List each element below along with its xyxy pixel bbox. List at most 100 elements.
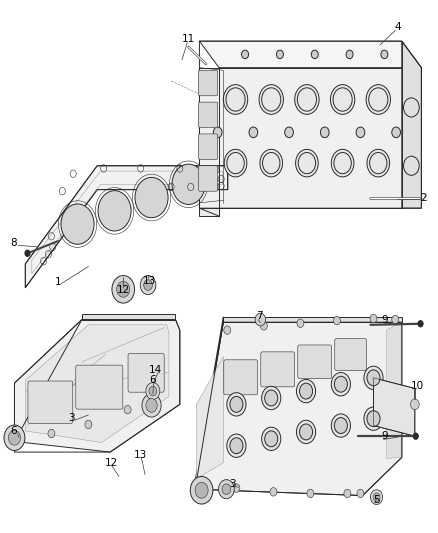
Circle shape (392, 316, 399, 324)
FancyBboxPatch shape (298, 345, 332, 378)
Circle shape (410, 399, 419, 410)
Circle shape (370, 314, 377, 322)
Circle shape (85, 420, 92, 429)
Circle shape (346, 50, 353, 59)
Polygon shape (374, 378, 415, 436)
Circle shape (330, 85, 355, 114)
Circle shape (25, 250, 30, 256)
Circle shape (367, 411, 380, 426)
Circle shape (4, 425, 25, 450)
Polygon shape (199, 68, 219, 216)
Circle shape (142, 394, 161, 417)
Circle shape (331, 414, 350, 437)
Circle shape (334, 418, 347, 433)
Circle shape (403, 98, 419, 117)
Text: 9: 9 (381, 314, 388, 325)
Circle shape (373, 493, 380, 502)
Circle shape (61, 204, 94, 244)
Circle shape (276, 50, 283, 59)
Polygon shape (82, 314, 176, 319)
FancyBboxPatch shape (198, 134, 218, 159)
Circle shape (357, 489, 364, 498)
Polygon shape (25, 325, 169, 442)
Text: 14: 14 (149, 365, 162, 375)
Circle shape (224, 326, 231, 334)
Text: 3: 3 (69, 413, 75, 423)
FancyBboxPatch shape (28, 381, 73, 423)
Circle shape (356, 127, 365, 138)
Text: 7: 7 (256, 311, 262, 321)
Circle shape (242, 50, 249, 59)
Circle shape (135, 177, 168, 217)
Text: 3: 3 (229, 479, 235, 489)
Text: 13: 13 (134, 450, 147, 460)
Circle shape (227, 393, 246, 416)
Circle shape (261, 427, 281, 450)
Text: 12: 12 (117, 285, 130, 295)
Polygon shape (25, 166, 228, 288)
Circle shape (8, 430, 21, 445)
Text: 11: 11 (182, 34, 195, 44)
Circle shape (381, 50, 388, 59)
Circle shape (124, 406, 131, 414)
Circle shape (364, 366, 383, 390)
Circle shape (403, 156, 419, 175)
Circle shape (144, 280, 152, 290)
Circle shape (321, 127, 329, 138)
Text: 5: 5 (373, 495, 380, 505)
Text: 2: 2 (420, 192, 427, 203)
Circle shape (371, 490, 383, 505)
Circle shape (418, 320, 423, 327)
Circle shape (295, 85, 319, 114)
Circle shape (265, 390, 278, 406)
Circle shape (334, 376, 347, 392)
Circle shape (300, 424, 313, 440)
Circle shape (48, 429, 55, 438)
Circle shape (259, 85, 283, 114)
Polygon shape (199, 41, 421, 68)
Circle shape (227, 434, 246, 457)
Polygon shape (402, 41, 421, 208)
Text: 9: 9 (381, 431, 388, 441)
Text: 10: 10 (410, 381, 424, 391)
Circle shape (296, 149, 318, 177)
Circle shape (230, 438, 243, 454)
Circle shape (249, 127, 258, 138)
Circle shape (331, 373, 350, 396)
FancyBboxPatch shape (198, 166, 218, 191)
Circle shape (222, 484, 231, 495)
Circle shape (230, 397, 243, 413)
Polygon shape (195, 317, 223, 489)
Circle shape (344, 489, 351, 498)
FancyBboxPatch shape (335, 338, 367, 370)
Polygon shape (199, 68, 402, 208)
Circle shape (260, 321, 267, 330)
Circle shape (219, 480, 234, 499)
Circle shape (297, 319, 304, 327)
Polygon shape (195, 322, 402, 496)
Circle shape (213, 127, 222, 138)
Circle shape (190, 477, 213, 504)
Circle shape (195, 482, 208, 498)
Text: 8: 8 (10, 238, 17, 248)
Circle shape (260, 149, 283, 177)
Text: 6: 6 (10, 426, 17, 436)
Circle shape (331, 149, 354, 177)
Circle shape (117, 281, 130, 297)
Circle shape (224, 149, 247, 177)
Circle shape (366, 85, 391, 114)
FancyBboxPatch shape (224, 360, 258, 395)
Circle shape (149, 386, 157, 396)
Circle shape (270, 488, 277, 496)
Circle shape (196, 479, 203, 487)
Circle shape (307, 489, 314, 498)
Circle shape (146, 383, 160, 400)
Circle shape (367, 149, 390, 177)
Text: 13: 13 (143, 276, 156, 286)
Circle shape (285, 127, 293, 138)
Circle shape (233, 484, 240, 492)
Polygon shape (387, 322, 402, 458)
Circle shape (112, 276, 134, 303)
Text: 4: 4 (394, 22, 401, 32)
FancyBboxPatch shape (76, 365, 123, 409)
